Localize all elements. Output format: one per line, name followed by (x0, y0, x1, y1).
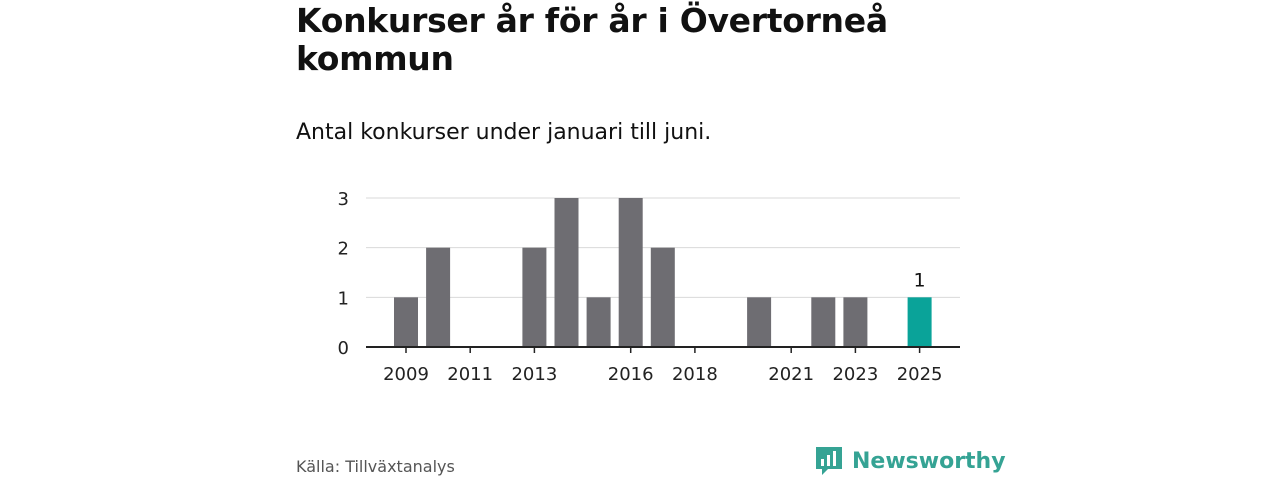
y-tick-label: 1 (338, 288, 349, 309)
x-tick-label: 2009 (383, 364, 429, 385)
y-tick-label: 2 (338, 239, 349, 260)
bar (843, 297, 868, 347)
source-note: Källa: Tillväxtanalys (296, 457, 455, 476)
bar (747, 297, 772, 347)
bar (586, 297, 611, 347)
brand-name: Newsworthy (852, 448, 1006, 474)
x-tick-label: 2023 (832, 364, 878, 385)
x-tick-label: 2011 (447, 364, 493, 385)
bar (811, 297, 836, 347)
bar (426, 247, 451, 347)
brand-logo: Newsworthy (814, 445, 1006, 477)
x-tick-label: 2018 (672, 364, 718, 385)
x-tick-label: 2016 (608, 364, 654, 385)
data-label: 1 (914, 269, 926, 291)
x-tick-label: 2025 (897, 364, 943, 385)
bar (650, 247, 675, 347)
x-tick-label: 2013 (511, 364, 557, 385)
bar (618, 198, 643, 347)
chart-subtitle: Antal konkurser under januari till juni. (296, 120, 712, 145)
chart-title: Konkurser år för år i Övertorneå kommun (296, 1, 888, 78)
x-tick-label: 2021 (768, 364, 814, 385)
bar (394, 297, 418, 347)
bar-chart-logo-icon (816, 447, 842, 475)
bar (554, 198, 579, 347)
bar-highlight (907, 297, 932, 347)
bar (522, 247, 547, 347)
y-tick-label: 3 (338, 189, 349, 210)
y-tick-label: 0 (338, 338, 349, 359)
